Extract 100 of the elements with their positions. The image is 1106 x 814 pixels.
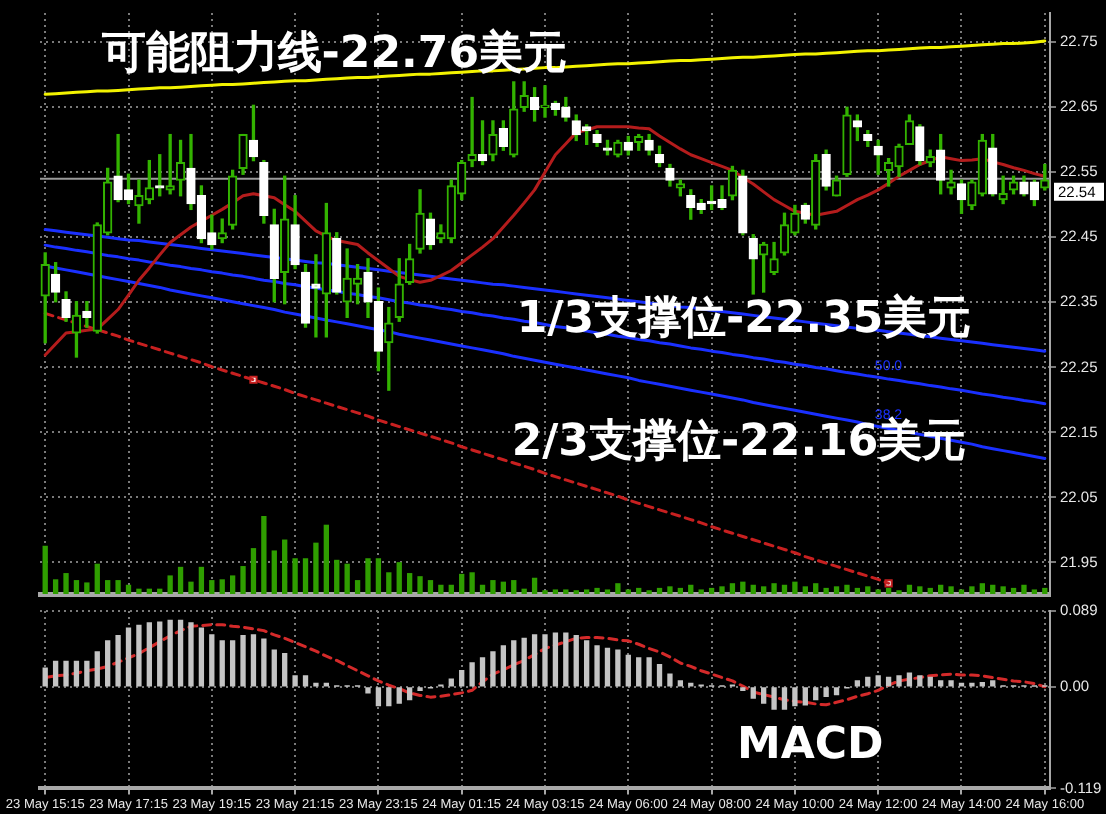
bar xyxy=(771,687,777,710)
bar xyxy=(740,581,746,594)
bar xyxy=(261,516,267,594)
bar xyxy=(125,627,132,687)
bar xyxy=(531,634,538,687)
bar xyxy=(761,687,767,704)
bar xyxy=(209,634,215,687)
bar xyxy=(459,573,465,594)
bar xyxy=(604,647,611,687)
bar xyxy=(1042,587,1048,594)
bar xyxy=(500,581,507,594)
bar xyxy=(802,687,808,706)
bar xyxy=(282,652,288,687)
bar xyxy=(969,586,975,594)
bar xyxy=(94,651,100,687)
bar xyxy=(583,640,590,687)
bar xyxy=(656,587,663,594)
candlestick xyxy=(165,133,175,195)
bar xyxy=(282,539,288,594)
annotation: MACD xyxy=(736,720,884,771)
bar xyxy=(656,664,663,687)
bar xyxy=(865,586,871,594)
bar xyxy=(240,566,246,594)
bar xyxy=(1010,587,1017,594)
bar xyxy=(73,580,80,594)
bar xyxy=(615,583,621,594)
bar xyxy=(875,675,881,687)
bar xyxy=(271,649,277,687)
bar xyxy=(94,563,100,594)
bar xyxy=(448,584,454,594)
bar xyxy=(792,687,798,707)
bar xyxy=(365,687,371,694)
bar xyxy=(761,586,767,594)
bar xyxy=(854,587,861,594)
bar xyxy=(136,624,142,687)
bar xyxy=(406,573,413,594)
bar xyxy=(177,566,184,594)
bar xyxy=(552,632,559,687)
bar xyxy=(823,687,829,697)
bar xyxy=(469,572,475,594)
bar xyxy=(417,576,423,594)
bar xyxy=(271,550,277,594)
bar xyxy=(594,645,600,687)
bar xyxy=(292,675,298,687)
bar xyxy=(261,638,267,687)
bar xyxy=(500,645,507,687)
bar xyxy=(84,582,90,594)
bar xyxy=(885,676,892,687)
bar xyxy=(219,640,225,687)
bar xyxy=(448,678,454,687)
bar xyxy=(219,579,225,594)
bar xyxy=(677,680,684,687)
bar xyxy=(948,586,954,594)
bar xyxy=(906,584,913,594)
bar xyxy=(927,587,933,594)
bar xyxy=(105,580,111,594)
bar xyxy=(302,558,309,594)
bar xyxy=(636,657,642,687)
bar xyxy=(490,651,496,687)
bar xyxy=(250,548,257,594)
bar xyxy=(771,583,777,594)
bar xyxy=(63,660,69,687)
candlestick xyxy=(467,96,477,168)
bar xyxy=(990,584,996,594)
bar xyxy=(229,575,236,594)
bar xyxy=(84,660,90,687)
bar xyxy=(157,621,163,687)
bar xyxy=(365,558,371,594)
bar xyxy=(42,545,48,594)
annotation: 可能阻力线-22.76美元 xyxy=(99,27,568,80)
bar xyxy=(302,675,309,687)
bar xyxy=(167,619,173,687)
bar xyxy=(511,580,517,594)
bar xyxy=(375,687,382,707)
bar xyxy=(823,587,829,594)
bar xyxy=(917,586,923,594)
bar xyxy=(979,681,985,687)
bar xyxy=(833,586,840,594)
bar xyxy=(167,575,173,594)
bar xyxy=(792,581,798,594)
line-series xyxy=(43,623,1047,707)
bar xyxy=(459,670,465,687)
bar xyxy=(146,622,152,687)
bar xyxy=(813,687,819,701)
bar xyxy=(917,675,923,687)
bar xyxy=(750,584,756,594)
bar xyxy=(115,635,121,687)
bar xyxy=(938,680,944,687)
bar xyxy=(677,587,684,594)
bar xyxy=(344,563,350,594)
bar xyxy=(667,673,673,687)
bar xyxy=(511,640,517,687)
bar xyxy=(708,587,715,594)
bar xyxy=(521,637,527,687)
bar xyxy=(354,580,361,594)
bar xyxy=(105,640,111,687)
bar xyxy=(334,559,340,594)
bar xyxy=(813,583,819,594)
bar xyxy=(240,635,246,687)
bar xyxy=(198,627,205,687)
